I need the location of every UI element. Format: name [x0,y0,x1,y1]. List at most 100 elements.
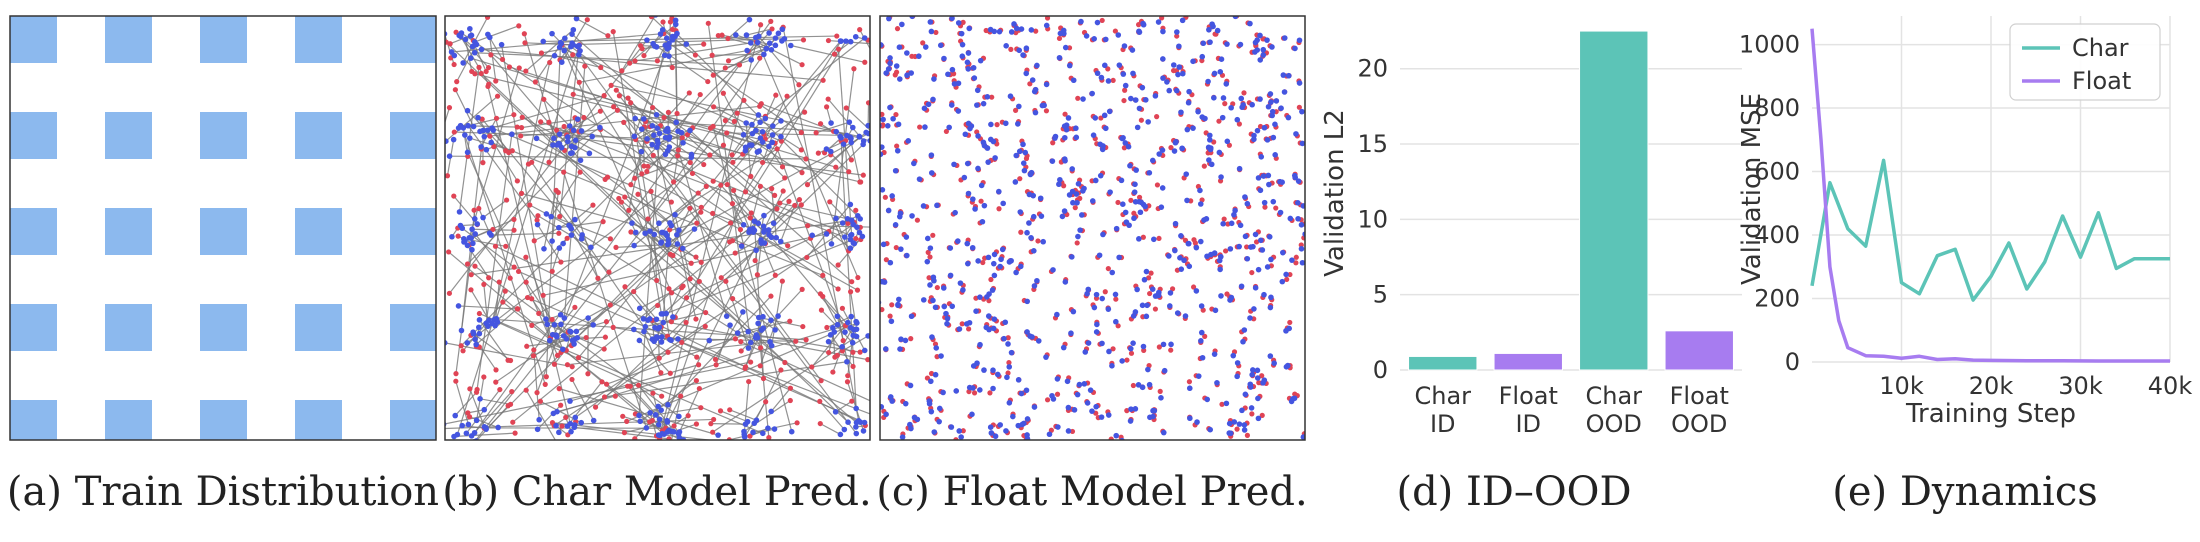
predicted-point [839,344,845,350]
target-point [712,356,719,363]
predicted-point [1257,96,1263,102]
predicted-point [823,146,830,152]
target-point [851,66,857,72]
predicted-point [570,42,576,48]
predicted-point [744,47,750,54]
predicted-point [1268,99,1274,105]
target-point [1259,373,1265,379]
predicted-point [768,444,774,450]
predicted-point [644,136,650,142]
predicted-point [1032,109,1039,116]
x-tick-label: ID [1430,410,1456,438]
target-point [599,379,605,385]
target-point [685,413,691,419]
target-point [583,334,589,341]
predicted-point [450,136,457,143]
target-point [518,190,525,196]
predicted-point [837,431,844,438]
predicted-point [666,427,672,434]
predicted-point [1006,259,1013,265]
target-point [491,144,497,150]
predicted-point [1119,135,1126,142]
bar [1664,330,1734,371]
predicted-point [963,321,970,327]
predicted-point [498,41,505,48]
predicted-point [472,231,479,237]
predicted-point [943,310,949,317]
predicted-point [556,141,563,147]
predicted-point [1061,156,1068,162]
predicted-point [883,70,889,76]
predicted-point [880,241,887,248]
predicted-point [1073,125,1079,132]
target-point [493,115,500,121]
predicted-point [673,119,680,126]
target-point [1124,408,1130,414]
predicted-point [1106,108,1113,115]
predicted-point [1024,416,1031,422]
predicted-point [1242,194,1248,200]
error-line [461,32,839,290]
predicted-point [1232,16,1239,20]
predicted-point [938,353,944,359]
predicted-point [1030,213,1037,220]
target-point [887,313,893,319]
target-point [759,159,766,166]
target-point [779,164,786,170]
target-point [523,279,529,285]
target-point [1112,28,1118,34]
predicted-point [977,387,983,393]
predicted-point [470,331,477,337]
predicted-point [1150,413,1156,420]
predicted-point [1179,145,1185,152]
target-point [1098,115,1104,121]
predicted-point [991,251,998,258]
predicted-point [1106,348,1112,355]
predicted-point [1240,338,1246,345]
target-point [445,39,449,45]
predicted-point [961,174,968,181]
target-point [824,324,830,331]
predicted-point [1257,237,1264,244]
predicted-point [988,430,995,436]
predicted-point [469,226,475,233]
predicted-point [1248,405,1255,411]
predicted-point [1296,37,1303,44]
predicted-point [902,337,909,344]
predicted-point [1186,385,1193,392]
target-point [1287,319,1293,326]
target-point [787,385,794,391]
x-tick-label: 10k [1879,372,1924,400]
predicted-point [1214,380,1220,386]
predicted-point [970,196,976,202]
target-point [493,379,499,385]
predicted-point [861,347,868,354]
predicted-point [885,207,892,214]
target-point [772,272,778,278]
predicted-point [988,121,994,128]
predicted-point [1174,310,1181,316]
predicted-point [1238,283,1245,290]
target-point [496,279,502,285]
target-point [524,294,531,301]
target-point [1121,97,1127,104]
predicted-point [1015,377,1022,383]
panel-d-bar-chart: 05101520CharIDFloatIDCharOODFloatOODVali… [1320,16,1742,515]
predicted-point [765,425,771,431]
target-point [509,389,515,395]
target-point [718,275,724,281]
target-point [687,276,693,282]
error-line [489,37,497,82]
predicted-point [1167,290,1174,296]
target-point [514,178,520,184]
panel-a-frame [9,15,437,441]
x-tick-label: Float [1670,382,1729,410]
target-point [554,352,561,358]
target-point [754,272,760,278]
error-line [470,289,490,321]
target-point [817,398,823,404]
predicted-point [908,313,915,320]
predicted-point [1076,381,1083,388]
predicted-point [1031,404,1038,410]
predicted-point [927,19,934,25]
